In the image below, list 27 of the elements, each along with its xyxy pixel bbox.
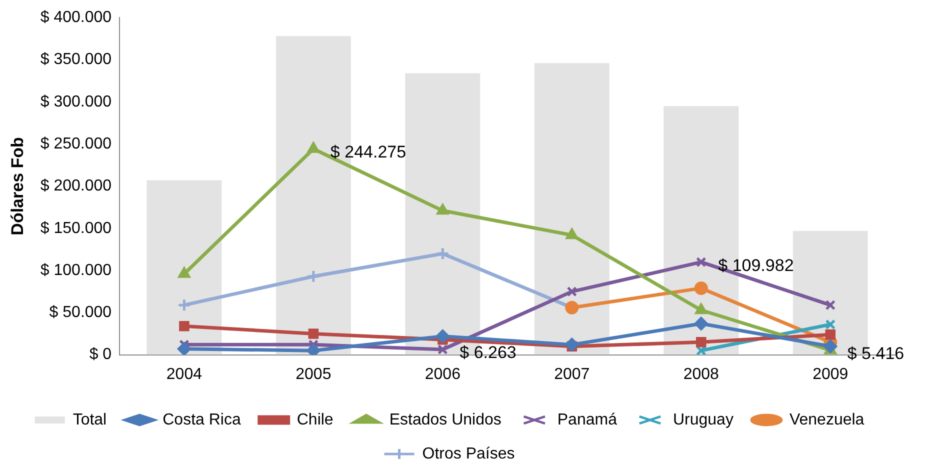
y-tick-label: $ 300.000 [40,93,112,110]
legend-label: Chile [296,411,334,428]
y-tick-label: $ 100.000 [40,262,112,279]
y-tick-label: $ 250.000 [40,135,112,152]
legend-label: Venezuela [789,411,864,428]
legend-label: Panamá [557,411,618,428]
y-axis-title: Dólares Fob [8,137,27,236]
data-label: $ 5.416 [847,344,904,363]
x-tick-label: 2009 [812,366,848,383]
y-tick-label: $ 350.000 [40,51,112,68]
legend-label: Costa Rica [162,411,241,428]
x-tick-label: 2005 [296,366,332,383]
legend-label: Otros Países [422,445,515,462]
x-tick-label: 2006 [424,366,461,383]
y-tick-label: $ 50.000 [49,304,112,322]
data-label: $ 6.263 [460,343,516,362]
x-tick-label: 2004 [166,366,202,383]
x-tick-label: 2007 [554,366,590,383]
y-tick-label: $ 0 [89,346,112,364]
legend-label: Uruguay [672,411,734,428]
legend-label: Estados Unidos [389,411,502,428]
data-label: $ 244.275 [330,142,406,162]
x-tick-label: 2008 [683,366,720,383]
y-tick-label: $ 150.000 [40,220,112,237]
y-tick-label: $ 400.000 [40,9,112,26]
legend-label: Total [72,411,107,428]
y-tick-label: $ 200.000 [40,178,112,195]
